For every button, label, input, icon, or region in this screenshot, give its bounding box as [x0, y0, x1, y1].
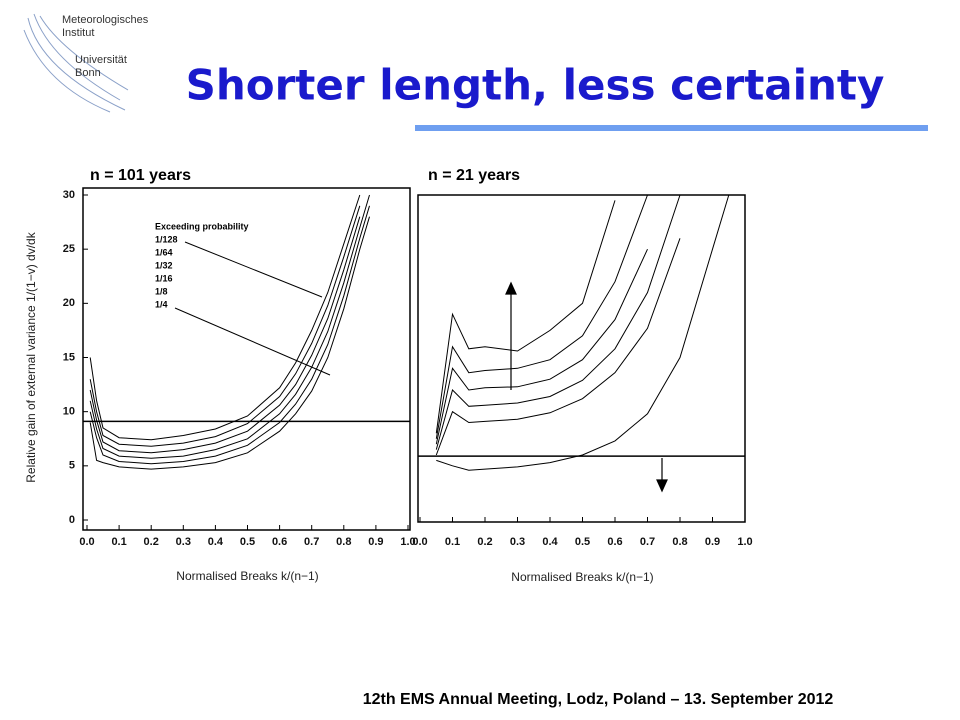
x-tick-label: 1.0	[400, 536, 415, 548]
x-axis-label: Normalised Breaks k/(n−1)	[511, 570, 653, 584]
university: Universität	[75, 54, 127, 66]
x-tick-label: 1.0	[737, 536, 752, 548]
x-tick-label: 0.0	[412, 536, 427, 548]
panel-title: n = 21 years	[428, 167, 520, 184]
x-axis-label: Normalised Breaks k/(n−1)	[176, 569, 318, 583]
y-tick-label: 5	[69, 460, 75, 472]
curve	[89, 205, 370, 465]
x-tick-label: 0.2	[477, 536, 492, 548]
x-tick-label: 0.2	[144, 536, 159, 548]
x-tick-label: 0.8	[672, 536, 687, 548]
institute: Institut	[62, 27, 94, 39]
y-tick-label: 10	[63, 406, 75, 418]
curve	[435, 194, 681, 450]
legend-pointer	[174, 307, 331, 376]
curve	[435, 194, 648, 439]
x-tick-label: 0.4	[208, 536, 224, 548]
curve	[435, 248, 648, 445]
curve	[435, 238, 681, 456]
plot-frame	[417, 194, 746, 523]
curve	[89, 194, 370, 459]
arrows	[505, 281, 668, 493]
x-tick-label: 0.7	[304, 536, 319, 548]
x-tick-label: 0.9	[368, 536, 383, 548]
logo	[23, 13, 129, 113]
curve	[436, 194, 730, 471]
x-tick-label: 0.9	[705, 536, 720, 548]
y-tick-label: 15	[63, 351, 75, 363]
legend-entry: 1/8	[155, 286, 168, 296]
plot-frame	[82, 187, 411, 531]
x-tick-label: 0.8	[336, 536, 351, 548]
legend-pointer	[184, 241, 323, 298]
slide-title: Shorter length, less certainty	[186, 61, 885, 110]
university: Bonn	[75, 67, 101, 79]
legend-entry: 1/64	[155, 247, 173, 257]
x-tick-label: 0.6	[607, 536, 622, 548]
institute: Meteorologisches	[62, 14, 149, 26]
x-tick-label: 0.1	[111, 536, 126, 548]
curve	[89, 194, 361, 441]
curve	[89, 216, 370, 470]
x-tick-label: 0.4	[542, 536, 558, 548]
curve	[89, 216, 361, 454]
y-tick-label: 0	[69, 514, 75, 526]
x-tick-label: 0.1	[445, 536, 460, 548]
legend-entry: 1/128	[155, 234, 178, 244]
y-tick-label: 30	[63, 189, 75, 201]
x-tick-label: 0.7	[640, 536, 655, 548]
x-tick-label: 0.6	[272, 536, 287, 548]
legend-title: Exceeding probability	[155, 221, 249, 231]
panel-title: n = 101 years	[90, 167, 191, 184]
x-tick-label: 0.3	[176, 536, 191, 548]
y-tick-label: 25	[63, 243, 75, 255]
x-tick-label: 0.3	[510, 536, 525, 548]
x-tick-label: 0.0	[79, 536, 94, 548]
title-rule	[415, 125, 928, 131]
y-axis-label: Relative gain of external variance 1/(1−…	[24, 231, 38, 482]
curve	[435, 200, 616, 434]
x-tick-label: 0.5	[575, 536, 590, 548]
legend-entry: 1/16	[155, 273, 173, 283]
x-tick-label: 0.5	[240, 536, 255, 548]
footer: 12th EMS Annual Meeting, Lodz, Poland – …	[363, 691, 834, 708]
curve	[89, 205, 361, 447]
legend-entry: 1/32	[155, 260, 173, 270]
legend-entry: 1/4	[155, 299, 168, 309]
y-tick-label: 20	[63, 297, 75, 309]
